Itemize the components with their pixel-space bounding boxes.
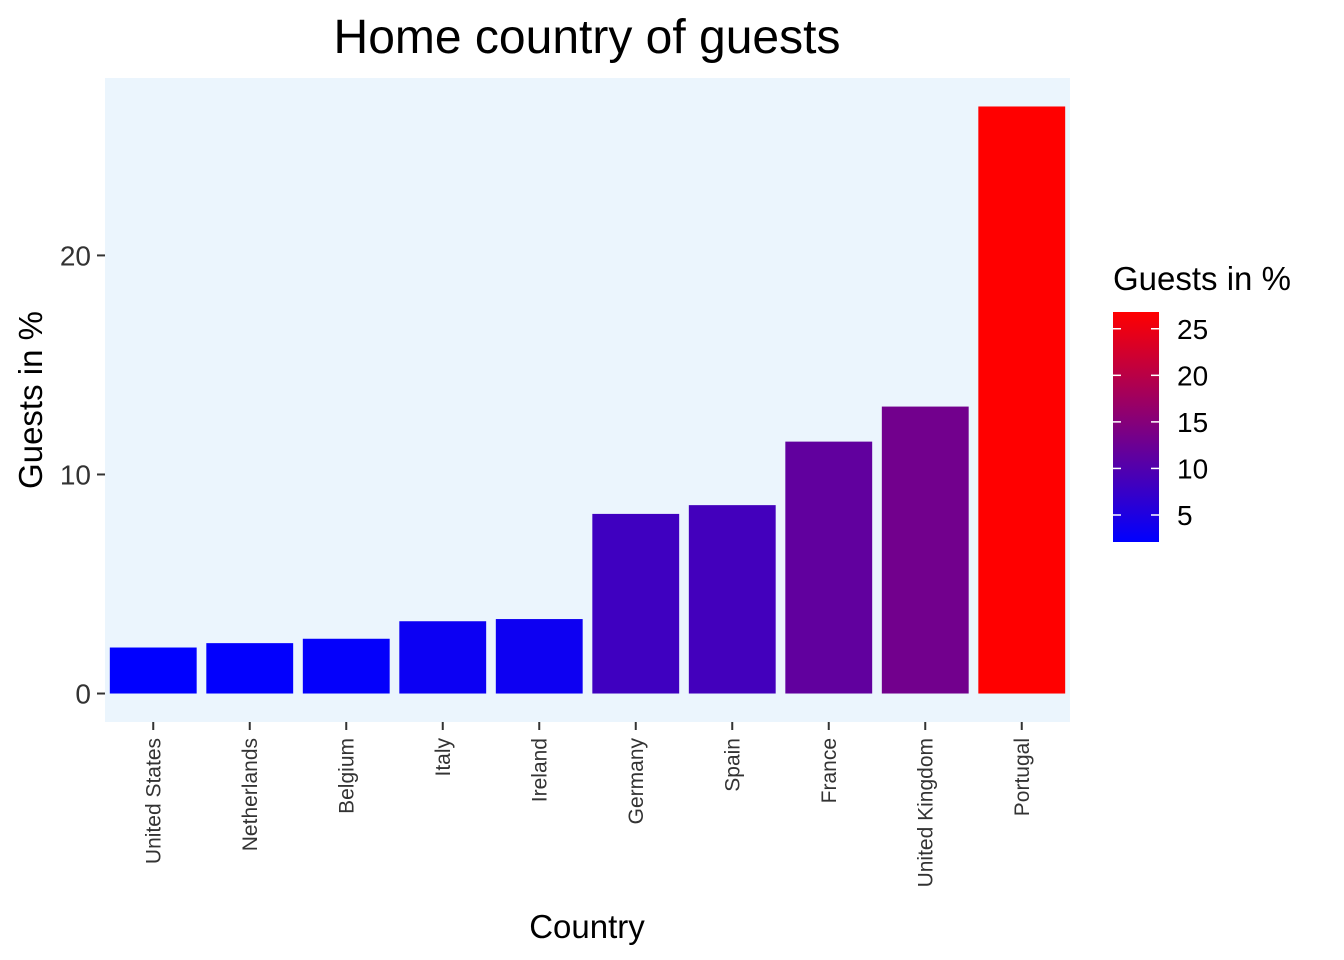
y-tick-label: 20	[60, 240, 91, 271]
y-tick-label: 10	[60, 459, 91, 490]
bar	[978, 106, 1066, 694]
chart-title: Home country of guests	[334, 11, 841, 64]
x-axis: United States Netherlands Belgium Italy Irel…	[142, 722, 1034, 887]
x-axis-label: Country	[529, 908, 645, 945]
bar	[109, 647, 197, 694]
y-axis: 0 10 20	[60, 240, 105, 710]
x-tick-label: Italy	[432, 738, 455, 777]
legend-title: Guests in %	[1113, 260, 1291, 297]
bar	[399, 621, 487, 694]
bar	[495, 619, 583, 694]
bars-group	[109, 106, 1066, 694]
y-tick-label: 0	[75, 679, 91, 710]
legend-tick-label: 5	[1177, 500, 1193, 531]
bar	[785, 441, 873, 694]
x-tick-label: United States	[142, 738, 165, 864]
legend: Guests in % 5 10 15 20 25	[1113, 260, 1291, 542]
legend-colorbar	[1113, 312, 1159, 542]
legend-tick-label: 15	[1177, 407, 1208, 438]
legend-tick-label: 10	[1177, 453, 1208, 484]
legend-tick-label: 25	[1177, 314, 1208, 345]
bar	[688, 505, 776, 694]
y-axis-label: Guests in %	[12, 311, 49, 489]
legend-ticks: 5 10 15 20 25	[1113, 314, 1208, 531]
x-tick-label: Spain	[721, 738, 744, 792]
x-tick-label: Portugal	[1011, 738, 1034, 816]
legend-tick-label: 20	[1177, 360, 1208, 391]
bar	[302, 638, 390, 694]
x-tick-label: Ireland	[528, 738, 551, 802]
x-tick-label: Germany	[625, 738, 648, 825]
bar	[592, 513, 680, 694]
x-tick-label: France	[818, 738, 841, 803]
x-tick-label: Netherlands	[239, 738, 262, 851]
bar	[206, 643, 294, 694]
x-tick-label: United Kingdom	[914, 738, 937, 887]
bar	[881, 406, 969, 694]
x-tick-label: Belgium	[335, 738, 358, 814]
